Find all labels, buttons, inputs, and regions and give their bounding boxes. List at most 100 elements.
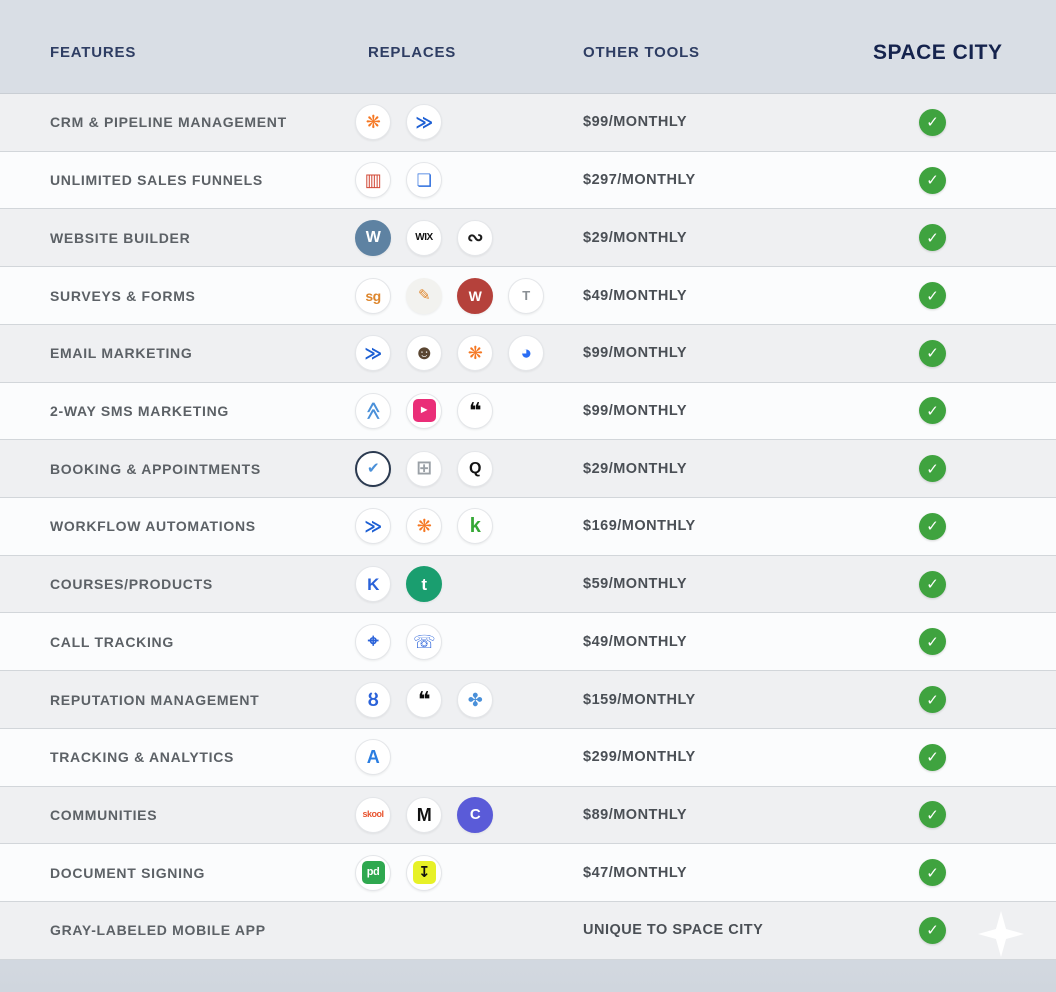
price-label: $49/MONTHLY [583, 287, 688, 304]
feature-label: TRACKING & ANALYTICS [50, 749, 235, 766]
mailchimp-icon-glyph: ☻ [413, 342, 435, 365]
form-pencil-icon-glyph: ✎ [417, 287, 431, 305]
feature-label: COURSES/PRODUCTS [50, 576, 213, 593]
hubspot-icon: ❋ [355, 104, 391, 141]
feature-label: UNLIMITED SALES FUNNELS [50, 172, 263, 189]
space-city-cell: ✓ [873, 628, 1056, 656]
calendly-icon-glyph: ✔ [366, 460, 380, 478]
table-row: SURVEYS & FORMS sg ✎ W T $49/MONTHLY ✓ [0, 267, 1056, 325]
table-row: UNLIMITED SALES FUNNELS ▥ ❏ $297/MONTHLY ✓ [0, 151, 1056, 210]
table-row: WEBSITE BUILDER W WIX ∾ $29/MONTHLY ✓ [0, 209, 1056, 268]
check-icon: ✓ [919, 282, 946, 310]
table-header: FEATURES REPLACES OTHER TOOLS SPACE CITY [0, 0, 1056, 93]
check-icon: ✓ [919, 166, 946, 194]
feature-label: COMMUNITIES [50, 806, 158, 823]
mightynetworks-icon-glyph: M [416, 804, 432, 825]
space-city-cell: ✓ [873, 916, 1056, 944]
podium-icon-glyph: ❝ [417, 686, 431, 712]
calendar-icon-glyph: ⊞ [416, 458, 432, 480]
space-city-cell: ✓ [873, 686, 1056, 714]
space-city-cell: ✓ [873, 224, 1056, 252]
keap-icon-glyph: k [469, 515, 481, 538]
wix-icon-glyph: WIX [415, 231, 433, 243]
pandadoc-icon: pd [355, 854, 391, 891]
clickfunnels-icon: ▥ [355, 162, 391, 199]
activecampaign-icon: ≫ [406, 104, 442, 141]
price-label: $29/MONTHLY [583, 460, 688, 477]
replaced-tools: skool M C [355, 796, 583, 833]
feature-label: 2-WAY SMS MARKETING [50, 402, 229, 419]
feature-label: DOCUMENT SIGNING [50, 864, 206, 881]
replaced-tools: ≫ ☻ ❋ ◕ [355, 335, 583, 372]
header-space-city: SPACE CITY [873, 40, 1003, 64]
birdeye-icon-glyph: ȣ [367, 689, 379, 710]
typeform-icon: T [508, 277, 544, 314]
pandadoc-icon-glyph: pd [366, 866, 380, 879]
replaced-tools: sg ✎ W T [355, 277, 583, 314]
price-label: $89/MONTHLY [583, 806, 688, 823]
check-icon: ✓ [919, 397, 946, 425]
space-city-cell: ✓ [873, 108, 1056, 136]
check-icon: ✓ [919, 224, 946, 252]
feature-label: WEBSITE BUILDER [50, 229, 191, 246]
space-city-cell: ✓ [873, 455, 1056, 483]
table-row: REPUTATION MANAGEMENT ȣ ❝ ✤ $159/MONTHLY ✓ [0, 671, 1056, 729]
feature-label: CALL TRACKING [50, 633, 174, 650]
hubspot-icon-glyph: ❋ [467, 343, 483, 364]
check-icon: ✓ [919, 570, 946, 598]
table-row: TRACKING & ANALYTICS A $299/MONTHLY ✓ [0, 728, 1056, 787]
table-row: WORKFLOW AUTOMATIONS ≫ ❋ k $169/MONTHLY ✓ [0, 498, 1056, 556]
feature-label: EMAIL MARKETING [50, 345, 193, 362]
activecampaign-icon-glyph: ≫ [364, 516, 382, 536]
clickfunnels-icon-glyph: ▥ [364, 170, 382, 191]
activecampaign-icon: ≫ [355, 508, 391, 545]
leadpages-icon: ❏ [406, 162, 442, 199]
check-icon: ✓ [919, 512, 946, 540]
keap-icon: k [457, 508, 493, 545]
agencyanalytics-icon: A [355, 739, 391, 776]
podium-icon: ❝ [406, 681, 442, 718]
price-label: $159/MONTHLY [583, 691, 696, 708]
download-icon: ↧ [406, 854, 442, 891]
price-label: $59/MONTHLY [583, 576, 688, 593]
map-pin-icon: ⌖ [355, 623, 391, 660]
feature-label: SURVEYS & FORMS [50, 287, 196, 304]
table-row: DOCUMENT SIGNING pd ↧ $47/MONTHLY ✓ [0, 844, 1056, 903]
space-city-cell: ✓ [873, 339, 1056, 367]
hubspot-icon: ❋ [406, 508, 442, 545]
typeform-icon-glyph: T [522, 288, 530, 304]
teachable-icon: t [406, 566, 442, 603]
check-icon: ✓ [919, 455, 946, 483]
feature-label: GRAY-LABELED MOBILE APP [50, 922, 266, 939]
calendar-icon: ⊞ [406, 450, 442, 487]
replaced-tools: W WIX ∾ [355, 219, 583, 256]
calendly-icon: ✔ [355, 450, 391, 487]
space-city-cell: ✓ [873, 166, 1056, 194]
space-city-cell: ✓ [873, 512, 1056, 540]
mightynetworks-icon: M [406, 796, 442, 833]
price-label: $47/MONTHLY [583, 864, 688, 881]
header-features: FEATURES [50, 44, 137, 61]
wufoo-icon-glyph: W [468, 287, 482, 304]
replaced-tools: ≫ ► ❝ [355, 392, 583, 429]
comparison-table: CRM & PIPELINE MANAGEMENT ❋ ≫ $99/MONTHLY ✓ U… [0, 93, 1056, 960]
table-row: EMAIL MARKETING ≫ ☻ ❋ ◕ $99/MONTHLY ✓ [0, 324, 1056, 383]
price-label: UNIQUE TO SPACE CITY [583, 922, 764, 939]
check-icon: ✓ [919, 916, 946, 944]
pandadoc-icon-tile: pd [361, 861, 385, 885]
mailchimp-icon: ☻ [406, 335, 442, 372]
download-icon-glyph: ↧ [417, 864, 431, 882]
space-city-cell: ✓ [873, 743, 1056, 771]
replaced-tools: ȣ ❝ ✤ [355, 681, 583, 718]
table-row: GRAY-LABELED MOBILE APP UNIQUE TO SPACE C… [0, 902, 1056, 960]
wix-icon: WIX [406, 219, 442, 256]
table-row: 2-WAY SMS MARKETING ≫ ► ❝ $99/MONTHLY ✓ [0, 382, 1056, 441]
space-city-cell: ✓ [873, 570, 1056, 598]
simpletexting-icon-glyph: ► [418, 404, 430, 417]
price-label: $99/MONTHLY [583, 114, 688, 131]
check-icon: ✓ [919, 743, 946, 771]
circle-icon-glyph: C [469, 806, 481, 824]
hubspot-icon: ❋ [457, 335, 493, 372]
